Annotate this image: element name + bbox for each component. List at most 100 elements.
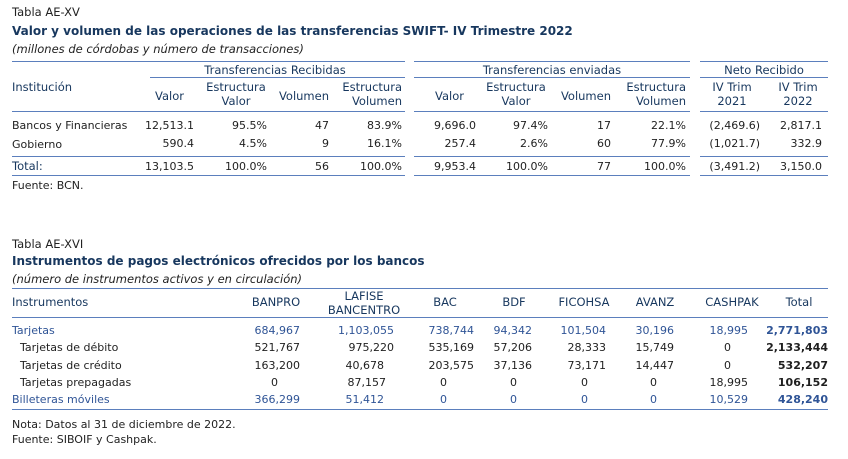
- cell-banpro: 163,200: [254, 359, 301, 372]
- table1-top-rule: [12, 61, 405, 62]
- group-rule-enviadas: [414, 77, 690, 78]
- header-bdf: BDF: [502, 295, 526, 309]
- row-label: Tarjetas prepagadas: [20, 376, 132, 389]
- header-neto-2022: IV Trim 2022: [778, 80, 818, 108]
- cell-bac: 203,575: [428, 359, 475, 372]
- table1-bottom-rule-neto: [700, 175, 828, 176]
- table1-bottom-rule: [12, 175, 405, 176]
- cell-cashpak: 0: [724, 359, 731, 372]
- row-label: Tarjetas de débito: [20, 341, 119, 354]
- cell-banpro: 366,299: [254, 393, 301, 406]
- cell-neto-2021: (2,469.6): [709, 119, 760, 132]
- table1-subtitle: (millones de córdobas y número de transa…: [12, 42, 304, 56]
- total-rec-valor: 13,103.5: [145, 160, 194, 173]
- cell-banpro: 0: [271, 376, 278, 389]
- total-neto-2021: (3,491.2): [709, 160, 760, 173]
- header-neto-2021: IV Trim 2021: [712, 80, 752, 108]
- cell-env-volumen: 17: [597, 119, 611, 132]
- row-label: Bancos y Financieras: [12, 119, 128, 132]
- cell-total: 2,771,803: [766, 324, 828, 337]
- cell-bac: 738,744: [428, 324, 475, 337]
- cell-rec-estr-volumen: 83.9%: [367, 119, 402, 132]
- cell-ficohsa: 0: [581, 376, 588, 389]
- table2-title: Instrumentos de pagos electrónicos ofrec…: [12, 254, 425, 268]
- cell-lafise: 51,412: [345, 393, 385, 406]
- cell-avanz: 15,749: [635, 341, 675, 354]
- header-rec-estr-volumen: Estructura Volumen: [342, 80, 402, 108]
- cell-bdf: 57,206: [493, 341, 533, 354]
- cell-cashpak: 18,995: [709, 324, 749, 337]
- total-neto-2022: 3,150.0: [780, 160, 822, 173]
- table1-total-rule-neto: [700, 156, 828, 157]
- table1-title: Valor y volumen de las operaciones de la…: [12, 24, 573, 38]
- table2-caption: Tabla AE-XVI: [12, 237, 84, 251]
- header-env-valor: Valor: [435, 89, 464, 103]
- group-header-recibidas: Transferencias Recibidas: [204, 63, 346, 77]
- table1-header-rule-neto: [700, 111, 828, 112]
- header-total: Total: [785, 295, 813, 309]
- cell-avanz: 0: [650, 376, 657, 389]
- cell-env-estr-valor: 97.4%: [513, 119, 548, 132]
- cell-cashpak: 18,995: [709, 376, 749, 389]
- header-instrumentos: Instrumentos: [12, 295, 89, 309]
- row-label: Tarjetas: [12, 324, 55, 337]
- cell-total: 428,240: [777, 393, 828, 406]
- cell-rec-estr-valor: 95.5%: [232, 119, 267, 132]
- cell-rec-volumen: 47: [315, 119, 329, 132]
- cell-rec-valor: 590.4: [162, 137, 195, 150]
- header-institucion: Institución: [12, 80, 73, 94]
- cell-ficohsa: 0: [581, 393, 588, 406]
- table1-caption: Tabla AE-XV: [12, 5, 80, 19]
- cell-cashpak: 10,529: [709, 393, 749, 406]
- cell-bdf: 37,136: [493, 359, 533, 372]
- cell-cashpak: 0: [724, 341, 731, 354]
- cell-total: 532,207: [777, 359, 828, 372]
- cell-lafise: 87,157: [347, 376, 387, 389]
- cell-bdf: 0: [510, 393, 517, 406]
- header-rec-valor: Valor: [155, 89, 184, 103]
- cell-rec-estr-valor: 4.5%: [239, 137, 267, 150]
- cell-bdf: 0: [510, 376, 517, 389]
- cell-env-estr-valor: 2.6%: [520, 137, 548, 150]
- table2-source: Fuente: SIBOIF y Cashpak.: [12, 433, 157, 446]
- header-env-estr-valor: Estructura Valor: [486, 80, 546, 108]
- table2-note: Nota: Datos al 31 de diciembre de 2022.: [12, 418, 236, 431]
- cell-lafise: 975,220: [348, 341, 395, 354]
- total-rec-estr-volumen: 100.0%: [360, 160, 402, 173]
- header-bac: BAC: [433, 295, 457, 309]
- table1-bottom-rule-enviadas: [414, 175, 690, 176]
- table1-header-rule-enviadas: [414, 111, 690, 112]
- cell-avanz: 14,447: [635, 359, 675, 372]
- cell-banpro: 684,967: [254, 324, 301, 337]
- table1-top-rule-neto: [700, 61, 828, 62]
- cell-ficohsa: 101,504: [560, 324, 607, 337]
- table1-total-rule-enviadas: [414, 156, 690, 157]
- cell-rec-valor: 12,513.1: [145, 119, 194, 132]
- header-avanz: AVANZ: [635, 295, 675, 309]
- table2-top-rule: [12, 288, 828, 289]
- cell-bac: 535,169: [428, 341, 475, 354]
- row-label: Tarjetas de crédito: [20, 359, 122, 372]
- group-rule-recibidas: [150, 77, 405, 78]
- total-label: Total:: [12, 159, 43, 173]
- total-env-volumen: 77: [597, 160, 611, 173]
- table1-source: Fuente: BCN.: [12, 179, 84, 192]
- table2-header-rule: [12, 317, 828, 318]
- total-env-estr-volumen: 100.0%: [644, 160, 686, 173]
- cell-bac: 0: [440, 376, 447, 389]
- total-rec-estr-valor: 100.0%: [225, 160, 267, 173]
- cell-neto-2022: 2,817.1: [780, 119, 822, 132]
- group-rule-neto: [700, 77, 828, 78]
- cell-rec-volumen: 9: [322, 137, 329, 150]
- table2-bottom-rule: [12, 409, 828, 410]
- cell-env-estr-volumen: 22.1%: [651, 119, 686, 132]
- cell-total: 2,133,444: [766, 341, 828, 354]
- header-lafise: LAFISE BANCENTRO: [327, 289, 401, 317]
- header-cashpak: CASHPAK: [705, 295, 759, 309]
- header-rec-volumen: Volumen: [278, 89, 329, 103]
- header-banpro: BANPRO: [251, 295, 301, 309]
- header-env-volumen: Volumen: [560, 89, 611, 103]
- cell-env-volumen: 60: [597, 137, 611, 150]
- cell-bac: 0: [440, 393, 447, 406]
- cell-rec-estr-volumen: 16.1%: [367, 137, 402, 150]
